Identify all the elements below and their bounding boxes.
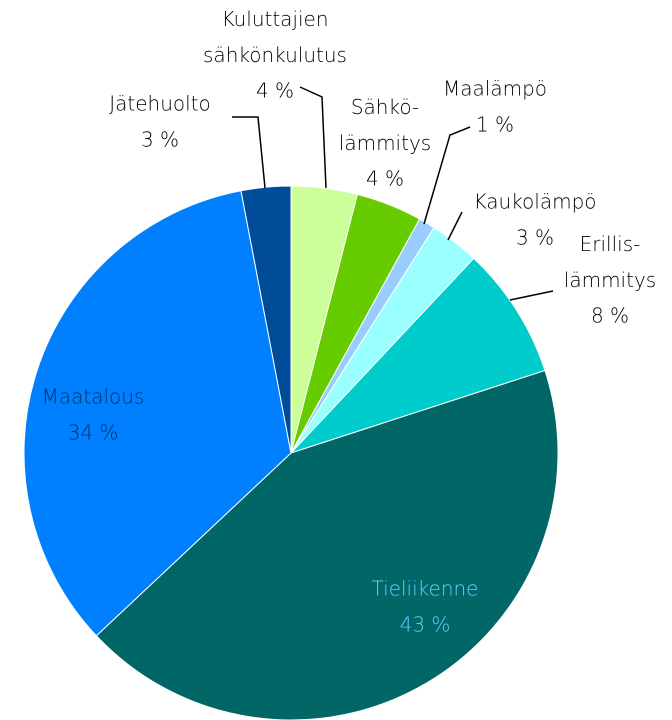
value-label: 1 % (476, 113, 514, 137)
leader-line (299, 86, 327, 189)
slice-label: Tieliikenne (372, 577, 479, 601)
slice-label: Jätehuolto (109, 92, 211, 116)
pie-slice (95, 369, 559, 720)
pie-slice (23, 190, 292, 637)
value-label: 4 % (256, 79, 294, 103)
value-label: 4 % (366, 167, 404, 191)
pie-slice (240, 185, 292, 454)
value-label: 3 % (516, 226, 554, 250)
leader-line (509, 290, 554, 301)
value-label: 34 % (68, 421, 119, 445)
leader-line (447, 211, 463, 241)
slice-label: Kaukolämpö (473, 190, 596, 214)
value-label: 8 % (591, 304, 629, 328)
value-label: 3 % (141, 128, 179, 152)
leader-line (232, 116, 266, 189)
slice-label: Sähkö-lämmitys (339, 95, 431, 155)
pie-slice (290, 257, 546, 454)
leader-line (423, 126, 471, 225)
slice-label: Kuluttajien sähkönkulutus (203, 7, 347, 67)
leader-lines (232, 86, 554, 301)
slice-label: Erillis-lämmitys (564, 232, 656, 292)
value-label: 43 % (400, 613, 451, 637)
slice-label: Maalämpö (443, 77, 547, 101)
slice-label: Maatalous (42, 385, 145, 409)
pie (23, 185, 559, 720)
